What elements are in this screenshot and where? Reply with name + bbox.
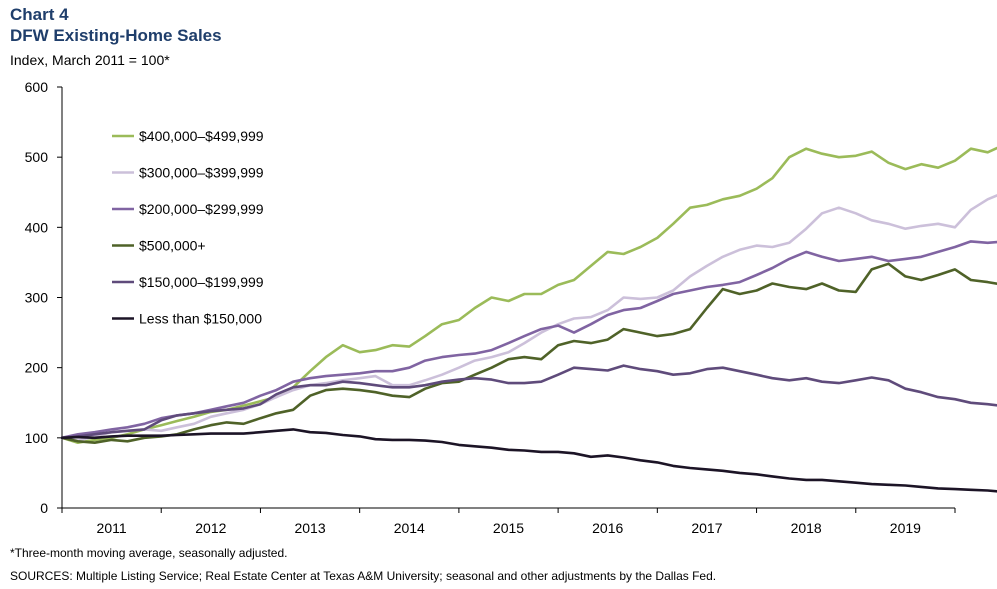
footnote: *Three-month moving average, seasonally … — [10, 546, 288, 560]
legend-label: $150,000–$199,999 — [139, 274, 264, 290]
legend-label: $400,000–$499,999 — [139, 128, 264, 144]
chart-title: DFW Existing-Home Sales — [10, 26, 222, 45]
series-line-1 — [60, 146, 997, 444]
x-tick-label: 2016 — [592, 520, 623, 536]
chart-number: Chart 4 — [10, 5, 69, 24]
x-tick-label: 2017 — [691, 520, 722, 536]
y-tick-label: 500 — [25, 149, 49, 165]
series-line-2 — [60, 194, 997, 442]
x-tick-label: 2012 — [195, 520, 226, 536]
y-tick-label: 300 — [25, 290, 49, 306]
series-line-3 — [60, 240, 997, 440]
y-tick-label: 100 — [25, 430, 49, 446]
legend-label: $500,000+ — [139, 238, 206, 254]
x-tick-label: 2018 — [791, 520, 822, 536]
x-tick-label: 2014 — [394, 520, 425, 536]
x-tick-label: 2015 — [493, 520, 524, 536]
sources-note: SOURCES: Multiple Listing Service; Real … — [10, 569, 717, 583]
legend-label: $300,000–$399,999 — [139, 165, 264, 181]
y-tick-label: 400 — [25, 219, 49, 235]
y-tick-label: 600 — [25, 79, 49, 95]
y-axis-label: Index, March 2011 = 100* — [10, 52, 170, 68]
series-line-5 — [60, 364, 997, 440]
x-tick-label: 2019 — [890, 520, 921, 536]
line-chart: 0 100 200 300 400 500 600 2011 2012 2013 2014 2015 2… — [25, 79, 997, 536]
y-tick-label: 200 — [25, 360, 49, 376]
legend-label: Less than $150,000 — [139, 311, 262, 327]
y-tick-label: 0 — [40, 500, 48, 516]
x-tick-label: 2011 — [97, 520, 127, 536]
series-line-4 — [60, 262, 997, 444]
legend-label: $200,000–$299,999 — [139, 201, 264, 217]
x-tick-label: 2013 — [294, 520, 325, 536]
series-line-6 — [60, 428, 997, 493]
